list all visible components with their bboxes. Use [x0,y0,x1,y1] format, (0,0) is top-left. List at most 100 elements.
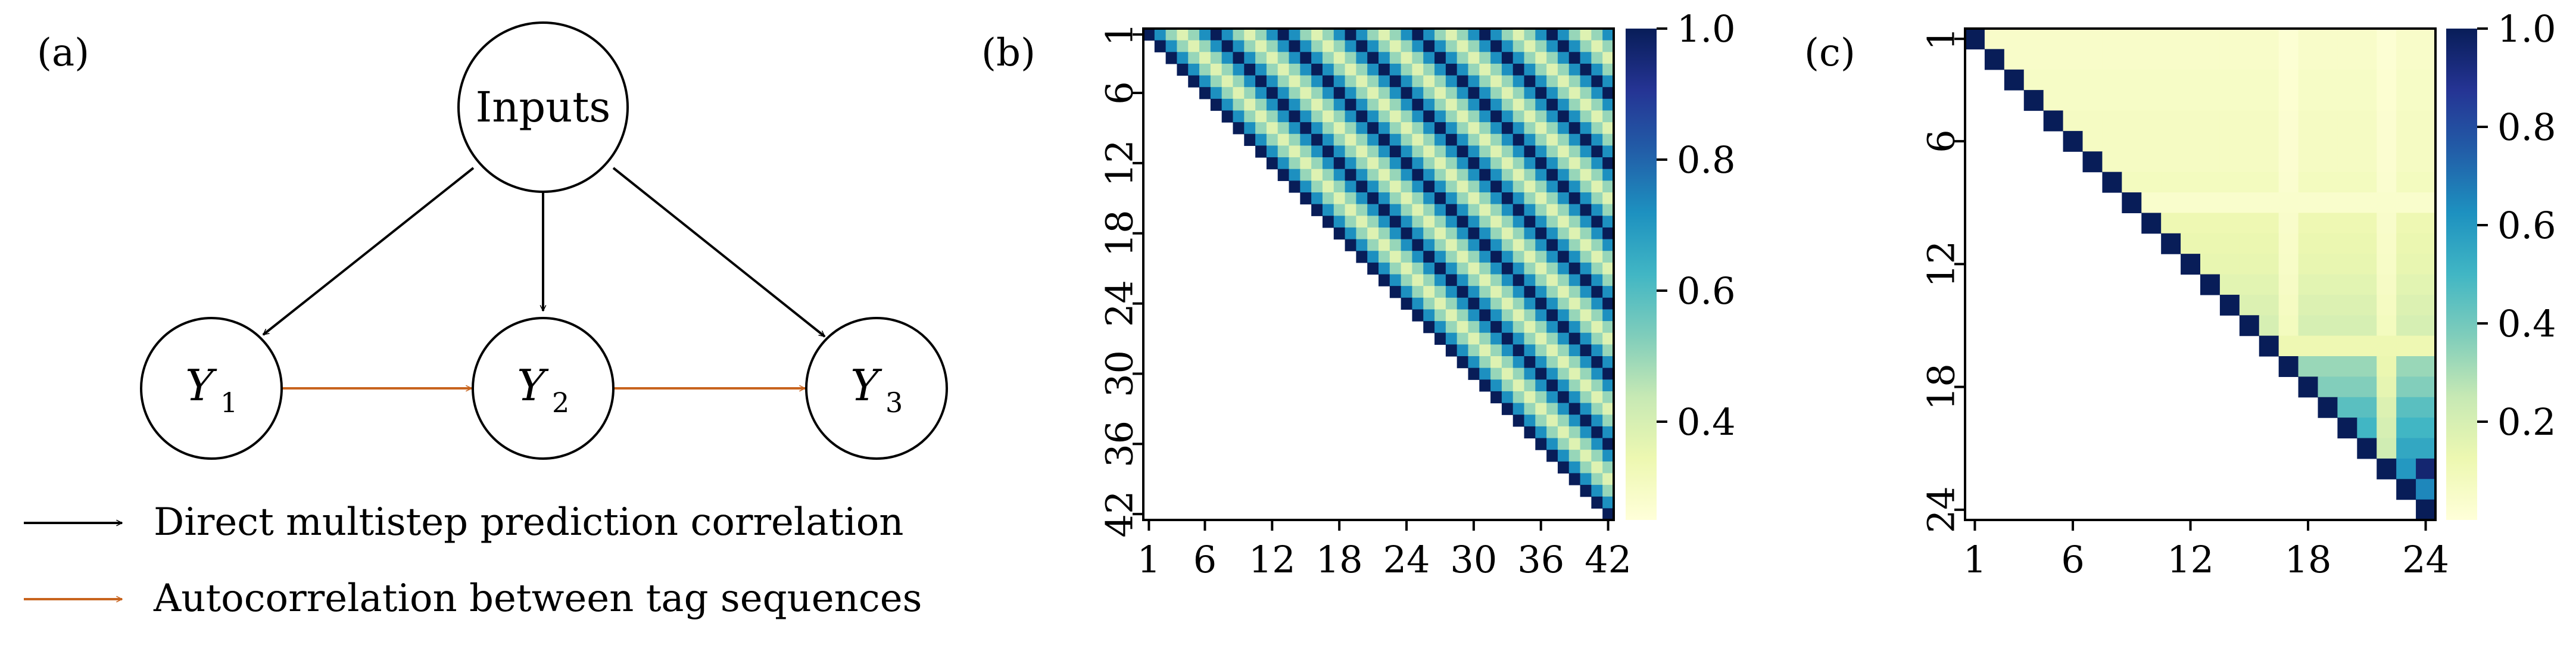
heatmap-cell [1546,426,1558,439]
heatmap-cell [2278,130,2299,152]
heatmap-cell [1580,286,1592,298]
heatmap-cell [2337,254,2357,275]
heatmap-cell [1512,133,1525,147]
heatmap-cell [2396,213,2416,234]
y-tick-label: 6 [1098,81,1142,104]
heatmap-cell [1468,286,1480,298]
heatmap-cell [2122,110,2142,132]
heatmap-cell [1322,216,1334,228]
heatmap-cell [1434,75,1446,88]
heatmap-cell [2259,90,2279,111]
heatmap-cell [1412,286,1424,298]
heatmap-cell [2337,397,2357,418]
heatmap-cell [1557,332,1570,345]
heatmap-cell [1490,251,1502,263]
heatmap-cell [1490,216,1502,228]
heatmap-cell [1233,87,1245,99]
heatmap-cell [1412,157,1424,170]
legend-label-autocorrelation: Autocorrelation between tag sequences [153,577,922,621]
heatmap-cell [1602,239,1614,251]
heatmap-cell [1345,239,1356,251]
heatmap-cell [1379,274,1390,286]
panel-a-diagram: (a) Inputs Y 1 Y 2 [24,21,948,621]
heatmap-cell [1233,63,1245,76]
heatmap-cell [1445,227,1458,240]
heatmap-cell [1445,344,1458,357]
heatmap-cell [2377,172,2397,193]
heatmap-cell [2278,274,2299,295]
heatmap-cell [1333,192,1346,205]
heatmap-cell [1423,75,1435,88]
heatmap-cell [1512,145,1525,158]
heatmap-cell [2396,49,2416,70]
heatmap-cell [2377,397,2397,418]
heatmap-cell [1591,438,1603,450]
heatmap-cell [2259,172,2279,193]
heatmap-cell [1333,216,1346,228]
heatmap-cell [2416,499,2436,521]
heatmap-cell [1434,133,1446,147]
heatmap-cell [2200,49,2221,70]
heatmap-cell [1568,52,1581,64]
heatmap-cell [1423,145,1435,158]
heatmap-cell [1479,309,1491,322]
heatmap-cell [1401,192,1413,205]
heatmap-cell [1479,75,1491,88]
heatmap-cell [1490,286,1502,298]
colorbar-tick-label: 1.0 [2497,7,2556,51]
heatmap-cell [1479,122,1491,135]
heatmap-cell [2396,315,2416,337]
heatmap-cell [1501,75,1514,88]
heatmap-cell [1546,180,1558,193]
heatmap-cell [1322,192,1334,205]
heatmap-cell [1602,145,1614,158]
heatmap-cell [1524,367,1536,380]
heatmap-cell [1512,356,1525,369]
heatmap-cell [2161,69,2181,91]
heatmap-cell [1322,40,1334,52]
heatmap-cell [1457,321,1469,334]
heatmap-cell [2063,110,2084,132]
heatmap-cell [1412,216,1424,228]
heatmap-cell [2298,254,2319,275]
heatmap-cell [2396,29,2416,49]
heatmap-cell [2318,294,2338,316]
heatmap-cell [1154,40,1167,52]
heatmap-cell [1602,133,1614,147]
heatmap-cell [2357,315,2377,337]
heatmap-cell [1423,216,1435,228]
heatmap-cell [1367,52,1379,64]
heatmap-cell [2141,49,2162,70]
heatmap-cell [2082,110,2103,132]
heatmap-cell [1568,286,1581,298]
heatmap-cell [1300,192,1312,205]
heatmap-cell [1490,157,1502,170]
heatmap-cell [1501,216,1514,228]
heatmap-cell [2004,29,2025,49]
heatmap-cell [1591,262,1603,275]
heatmap-cell [1490,192,1502,205]
heatmap-cell [1389,122,1402,135]
heatmap-cell [1300,169,1312,181]
heatmap-cell [1221,63,1234,76]
heatmap-cell [2377,192,2397,213]
node-inputs-label: Inputs [476,83,611,132]
heatmap-cell [1546,216,1558,228]
heatmap-cell [2278,69,2299,91]
heatmap-cell [1501,391,1514,404]
heatmap-cell [2259,315,2279,337]
heatmap-cell [1535,426,1547,439]
heatmap-cell [1210,52,1222,64]
heatmap-cell [1322,110,1334,123]
heatmap-cell [1524,321,1536,334]
y-tick-label: 36 [1098,420,1142,468]
heatmap-cell [2141,192,2162,213]
heatmap-cell [1512,180,1525,193]
heatmap-cell [1311,192,1323,205]
heatmap-cell [1568,40,1581,52]
heatmap-cell [2377,110,2397,132]
heatmap-cell [1367,251,1379,263]
heatmap-cell [1490,169,1502,181]
heatmap-cell [1379,216,1390,228]
heatmap-cell [1356,145,1368,158]
